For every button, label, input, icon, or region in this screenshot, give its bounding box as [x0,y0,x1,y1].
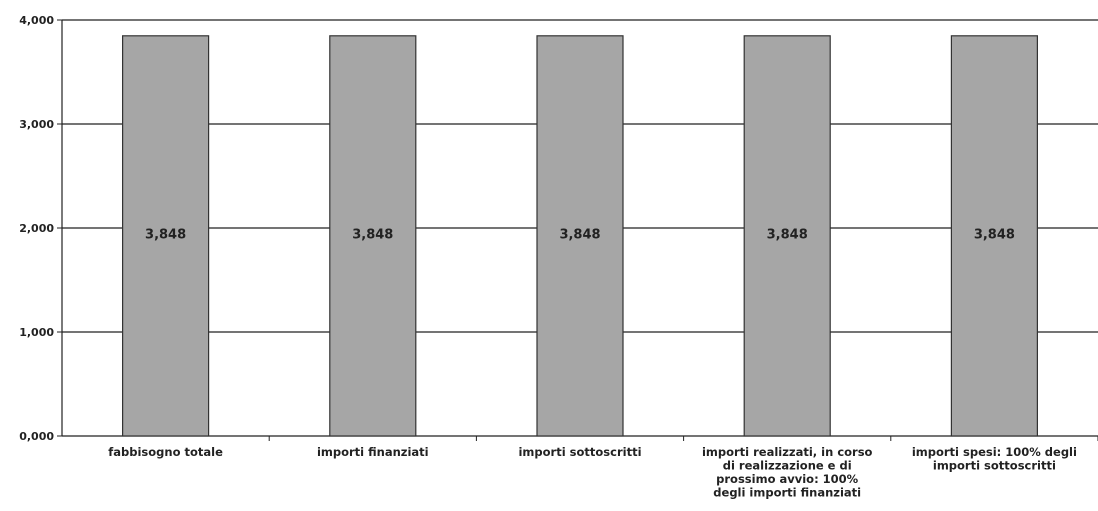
y-tick-label: 0,000 [19,430,54,443]
x-category-label: importi realizzati, in corso di realizzaz… [702,445,873,500]
y-tick-label: 3,000 [19,118,54,131]
x-category-label: importi sottoscritti [518,445,641,459]
y-tick-label: 1,000 [19,326,54,339]
y-tick-label: 2,000 [19,222,54,235]
y-tick-label: 4,000 [19,14,54,27]
bar-data-label: 3,848 [145,227,186,242]
bar-data-label: 3,848 [559,227,600,242]
bar-data-label: 3,848 [767,227,808,242]
x-category-label: importi spesi: 100% degli importi sottosc… [912,445,1077,473]
x-category-label: fabbisogno totale [108,445,223,459]
bar-data-label: 3,848 [974,227,1015,242]
x-category-label: importi finanziati [317,445,429,459]
bar-data-label: 3,848 [352,227,393,242]
